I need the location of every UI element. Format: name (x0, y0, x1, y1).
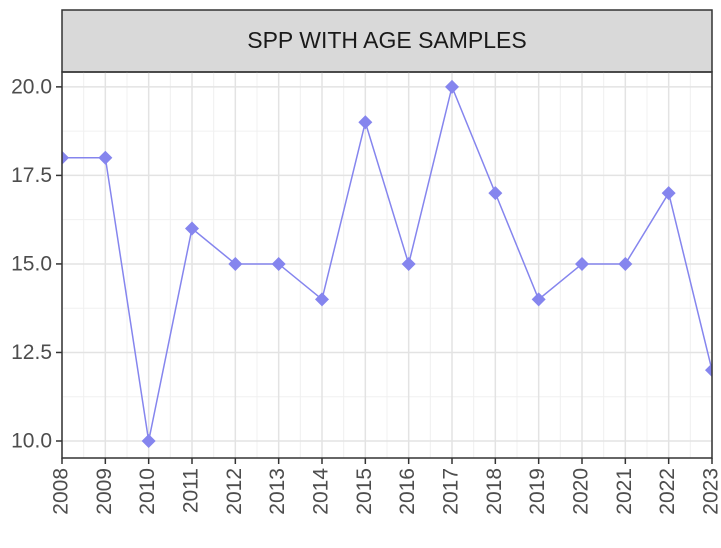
data-point (271, 256, 286, 271)
data-point (141, 434, 156, 449)
x-tick-label: 2010 (136, 468, 159, 515)
data-point (98, 150, 113, 165)
data-point (575, 256, 589, 271)
data-point (488, 186, 503, 201)
x-tick-label: 2009 (93, 468, 116, 515)
x-tick-label: 2022 (656, 468, 679, 515)
x-tick-label: 2014 (310, 468, 333, 515)
data-point (315, 292, 329, 307)
data-point (185, 221, 199, 236)
data-point (358, 115, 373, 130)
chart-title: SPP WITH AGE SAMPLES (247, 27, 527, 53)
y-tick-label: 12.5 (11, 341, 52, 364)
x-tick-label: 2008 (50, 468, 73, 515)
y-tick-label: 20.0 (11, 75, 52, 98)
x-tick-label: 2016 (396, 468, 419, 515)
x-tick-label: 2015 (353, 468, 376, 515)
strip (61, 9, 713, 73)
y-tick-label: 10.0 (11, 430, 52, 453)
x-tick-label: 2013 (266, 468, 289, 515)
data-point (228, 256, 243, 271)
grid (61, 72, 713, 458)
series-line (62, 84, 712, 442)
panel-border (61, 71, 713, 459)
y-tick-label: 17.5 (11, 164, 52, 187)
x-tick-label: 2023 (700, 468, 721, 515)
data-point (401, 256, 416, 271)
data-point (661, 186, 676, 201)
x-tick-label: 2017 (440, 468, 463, 515)
data-point (705, 363, 712, 378)
x-tick-label: 2011 (180, 468, 203, 513)
x-tick-label: 2020 (570, 468, 593, 515)
x-tick-label: 2012 (223, 468, 246, 515)
x-tick-label: 2021 (613, 468, 636, 515)
data-point (62, 150, 69, 165)
data-point (618, 256, 633, 271)
x-tick-label: 2018 (483, 468, 506, 515)
data-point (445, 79, 459, 94)
data-point (531, 292, 546, 307)
x-tick-label: 2019 (526, 468, 549, 515)
y-tick-label: 15.0 (11, 252, 52, 275)
plot-area (62, 79, 712, 449)
